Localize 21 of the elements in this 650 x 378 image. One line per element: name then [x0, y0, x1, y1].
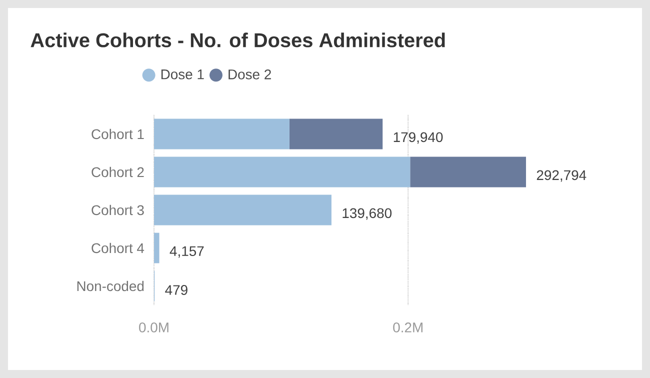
legend-label: Dose 1	[161, 70, 204, 80]
bar	[154, 118, 290, 150]
legend-label: Dose 2	[228, 69, 271, 80]
bar	[154, 194, 332, 226]
bar	[154, 156, 410, 188]
bar	[154, 232, 160, 264]
total-label: 4,157	[170, 246, 204, 258]
total-label: 292,794	[536, 170, 586, 182]
total-label: 139,680	[342, 208, 392, 220]
total-label: 179,940	[394, 132, 443, 144]
y-tick-label: Non-coded	[77, 280, 144, 292]
y-tick-label: Cohort 3	[92, 204, 144, 216]
bar	[410, 156, 526, 188]
x-tick-label: 0.2M	[393, 322, 422, 332]
y-tick-label: Cohort 1	[92, 128, 144, 140]
y-tick-label: Cohort 4	[92, 242, 144, 254]
chart-title: Active Cohorts - No. of Doses Administered	[30, 32, 445, 48]
bar	[289, 118, 383, 150]
y-tick-label: Cohort 2	[92, 166, 144, 178]
total-label: 479	[165, 285, 188, 295]
x-tick-label: 0.0M	[139, 322, 168, 332]
